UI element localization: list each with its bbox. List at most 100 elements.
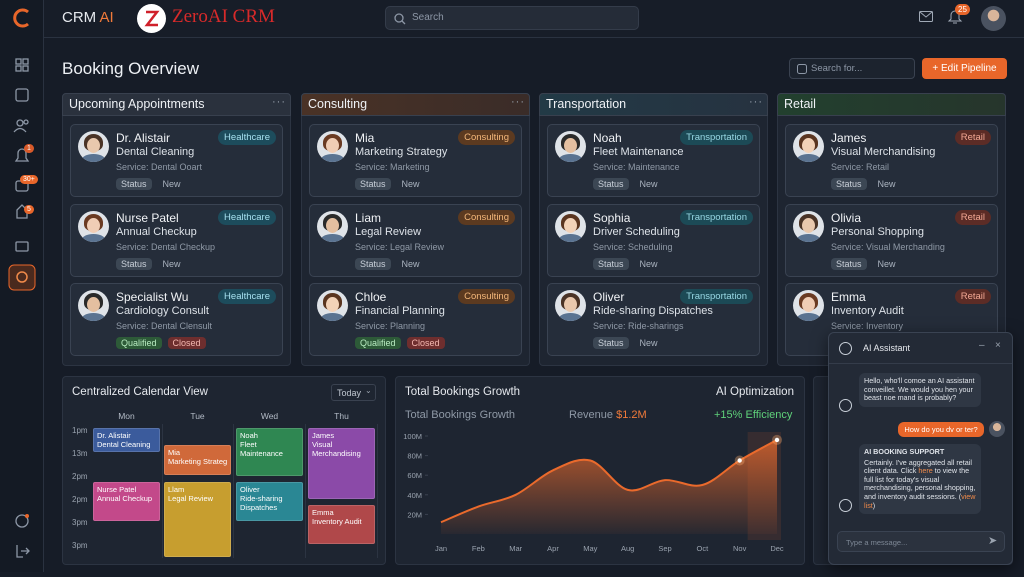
tasks-icon[interactable] [16, 204, 28, 219]
column-header [301, 93, 530, 116]
calendar-event[interactable]: Emma Inventory Audit [308, 505, 375, 544]
logo-text: ZeroAI CRM [172, 6, 275, 27]
avatar-body [81, 154, 106, 162]
avatar-face [802, 218, 815, 233]
calendar-event[interactable]: Oliver Ride-sharing Dispatches [236, 482, 303, 521]
chat-divider [829, 363, 1012, 364]
revenue: Revenue $1.2M [569, 409, 647, 421]
pipeline-search-placeholder: Search for... [811, 63, 863, 74]
column-header [777, 93, 1006, 116]
y-tick-label: 20M [407, 510, 422, 519]
calendar-filter[interactable]: Today [331, 384, 376, 401]
calendar-event[interactable]: Noah Fleet Maintenance [236, 428, 303, 476]
status-badge: Status [355, 258, 391, 270]
avatar [793, 211, 824, 242]
booking-card[interactable]: Sophia Transportation Driver Scheduling Ser… [547, 204, 760, 277]
support-link[interactable]: view list [864, 491, 976, 510]
time-label: 2pm [72, 472, 88, 481]
column-title: Retail [784, 97, 816, 111]
calendar-event[interactable]: Dr. Alistair Dental Cleaning [93, 428, 160, 452]
day-divider [233, 424, 234, 558]
search-icon [394, 13, 406, 25]
pipeline-search[interactable]: Search for... [789, 58, 915, 79]
area [441, 439, 777, 534]
point [774, 437, 780, 443]
user-avatar[interactable] [981, 6, 1006, 31]
avatar [78, 211, 109, 242]
search-box[interactable]: Search [385, 6, 639, 30]
card-service: Service: Scheduling [593, 242, 673, 252]
help-dot [25, 514, 29, 518]
settings-button[interactable] [8, 264, 36, 291]
avatar [793, 131, 824, 162]
briefcase-icon[interactable] [15, 241, 29, 252]
card-tag: Retail [954, 130, 991, 145]
card-name: Nurse Patel [116, 211, 179, 225]
calendar-event[interactable]: Nurse Patel Annual Checkup [93, 482, 160, 521]
user-message: How do you dv or ter? [898, 422, 984, 437]
event-text: Oliver [240, 485, 260, 494]
alerts-icon[interactable] [14, 148, 30, 162]
x-tick-label: Nov [733, 544, 747, 553]
status-badge: Closed [167, 337, 206, 349]
booking-card[interactable]: Nurse Patel Healthcare Annual Checkup Servi… [70, 204, 283, 277]
day-divider [162, 424, 163, 558]
booking-card[interactable]: Dr. Alistair Healthcare Dental Cleaning Ser… [70, 124, 283, 197]
card-tag: Consulting [458, 289, 515, 304]
contacts-icon[interactable] [13, 119, 29, 133]
booking-card[interactable]: Mia Consulting Marketing Strategy Service: … [309, 124, 522, 197]
x-tick-label: May [583, 544, 597, 553]
brand: CRM AI [62, 9, 114, 26]
help-icon[interactable] [15, 514, 29, 528]
card-service: Service: Dental Clensult [116, 321, 213, 331]
y-tick-label: 80M [407, 452, 422, 461]
booking-card[interactable]: Chloe Consulting Financial Planning Service… [309, 283, 522, 356]
card-service: Service: Dental Checkup [116, 242, 216, 252]
avatar-face [564, 297, 577, 312]
bookings-icon[interactable] [15, 88, 29, 102]
calendar-event[interactable]: Mia Marketing Strategy [164, 445, 231, 475]
booking-card[interactable]: Olivia Retail Personal Shopping Service: Vi… [785, 204, 998, 277]
day-label: Tue [190, 411, 205, 421]
avatar-body [558, 234, 583, 242]
booking-card[interactable]: Specialist Wu Healthcare Cardiology Consul… [70, 283, 283, 356]
card-name: Mia [355, 131, 375, 145]
status-badge: Status [593, 337, 629, 349]
booking-card[interactable]: Noah Transportation Fleet Maintenance Servi… [547, 124, 760, 197]
card-name: Dr. Alistair [116, 131, 171, 145]
event-text: Nurse Patel [97, 485, 137, 494]
card-tag: Transportation [680, 130, 753, 145]
avatar-body [558, 154, 583, 162]
status-badge: New [401, 179, 420, 189]
event-text: Legal Review [168, 494, 214, 503]
avatar-body [320, 234, 345, 242]
chat-input[interactable]: Type a message... ➤ [837, 531, 1005, 552]
edit-pipeline-button[interactable]: + Edit Pipeline [922, 58, 1007, 79]
logout-icon[interactable] [16, 545, 30, 558]
card-tag: Healthcare [218, 130, 276, 145]
card-title: Driver Scheduling [593, 226, 680, 238]
support-message: AI BOOKING SUPPORT Certainly. I've aggreg… [859, 444, 981, 515]
status-badge: Status [355, 178, 391, 190]
booking-card[interactable]: James Retail Visual Merchandising Service: … [785, 124, 998, 197]
card-service: Service: Retail [831, 162, 890, 172]
calendar-event[interactable]: Llam Legal Review [164, 482, 231, 557]
column-menu: ··· [511, 96, 525, 108]
avatar [793, 290, 824, 321]
dashboard-icon[interactable] [15, 58, 29, 72]
support-link[interactable]: here [918, 466, 933, 476]
avatar-body [796, 313, 821, 321]
mail-icon[interactable] [919, 11, 933, 23]
logo-mark [144, 10, 160, 27]
avatar-face [87, 218, 100, 233]
avatar [317, 131, 348, 162]
status-badge: Qualified [355, 337, 401, 349]
status-badge: New [162, 179, 181, 189]
card-tag: Healthcare [218, 289, 276, 304]
booking-card[interactable]: Liam Consulting Legal Review Service: Legal… [309, 204, 522, 277]
calendar-event[interactable]: James Visual Merchandising [308, 428, 375, 499]
y-tick-label: 100M [403, 432, 422, 441]
booking-card[interactable]: Oliver Transportation Ride-sharing Dispatc… [547, 283, 760, 356]
growth-chart: 20M 40M 60M 80M 100M Jan Feb Mar Apr May Aug Sep Oct… [403, 432, 784, 553]
